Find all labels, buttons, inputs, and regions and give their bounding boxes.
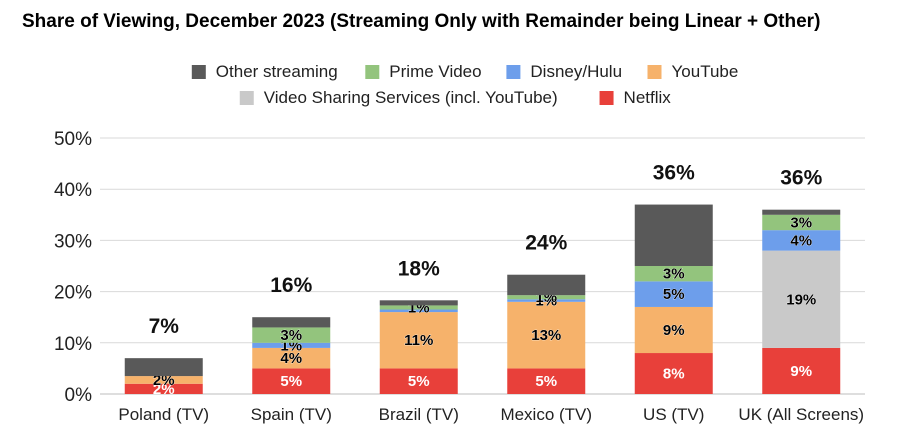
legend-swatch-youtube: [647, 65, 662, 79]
data-label: 3%: [663, 266, 685, 283]
legend: Other streaming Prime Video Disney/Hulu You…: [191, 62, 739, 107]
bar-segment-other-streaming: [124, 358, 203, 377]
bar-segment-netflix: [252, 368, 331, 394]
data-label: 19%: [786, 291, 816, 308]
legend-label-youtube: YouTube: [672, 62, 739, 81]
chart-title: Share of Viewing, December 2023 (Streami…: [22, 11, 820, 32]
bar-segment-other-streaming: [507, 274, 586, 296]
data-label: 5%: [280, 373, 302, 390]
bar-segment-youtube: [252, 347, 331, 369]
x-tick-label: UK (All Screens): [738, 405, 864, 424]
bar-segment-disney-hulu: [634, 281, 713, 307]
bar-segment-youtube: [634, 306, 713, 354]
bar-segment-video-sharing-services-incl-youtube: [762, 250, 841, 348]
bar-segment-prime-video: [762, 214, 841, 231]
bar-segment-other-streaming: [762, 209, 841, 215]
bar-segment-prime-video: [634, 266, 713, 282]
data-label: 5%: [663, 286, 685, 303]
data-label: 4%: [790, 232, 812, 249]
legend-swatch-other-streaming: [191, 65, 206, 79]
data-label: 9%: [663, 322, 685, 339]
bar-total-label: 16%: [270, 274, 312, 297]
data-label: 5%: [535, 373, 557, 390]
bar-total-label: 7%: [149, 315, 180, 338]
bar-segment-youtube: [507, 301, 586, 369]
legend-swatch-prime-video: [365, 65, 380, 79]
legend-label-other-streaming: Other streaming: [216, 62, 338, 81]
legend-swatch-video-sharing-services-incl-youtube: [239, 91, 254, 105]
bar-total-label: 24%: [525, 232, 567, 255]
bar-segment-disney-hulu: [252, 342, 331, 348]
bar-segment-netflix: [507, 368, 586, 394]
x-tick-label: Spain (TV): [251, 405, 332, 424]
data-label: 4%: [280, 350, 302, 367]
bars: 2%2%7%5%4%1%3%16%5%11%1%18%5%13%1%1%24%8…: [124, 162, 841, 398]
y-tick-label: 30%: [54, 231, 92, 252]
data-label: 3%: [280, 327, 302, 344]
data-label: 9%: [790, 363, 812, 380]
data-label: 3%: [790, 214, 812, 231]
bar-segment-other-streaming: [634, 204, 713, 266]
bar-total-label: 18%: [398, 257, 440, 280]
bar-segment-disney-hulu: [507, 299, 586, 302]
bar-segment-netflix: [634, 353, 713, 394]
x-tick-label: Poland (TV): [118, 405, 209, 424]
bar-segment-other-streaming: [252, 317, 331, 328]
legend-swatch-netflix: [599, 91, 614, 105]
bar-segment-netflix: [762, 347, 841, 394]
bar-total-label: 36%: [653, 162, 695, 185]
legend-label-video-sharing-services-incl-youtube: Video Sharing Services (incl. YouTube): [264, 88, 558, 107]
gridlines: [100, 137, 865, 395]
bar-segment-prime-video: [379, 305, 458, 310]
bar-segment-prime-video: [507, 295, 586, 300]
data-label: 5%: [408, 373, 430, 390]
data-label: 2%: [153, 381, 175, 398]
legend-label-disney-hulu: Disney/Hulu: [530, 62, 622, 81]
bar-segment-youtube: [124, 376, 203, 384]
x-tick-label: Brazil (TV): [379, 405, 459, 424]
y-axis: 0% 10% 20% 30% 40% 50%: [54, 129, 92, 406]
data-label: 13%: [531, 327, 561, 344]
data-label: 11%: [404, 332, 433, 349]
legend-label-prime-video: Prime Video: [389, 62, 481, 81]
y-tick-label: 50%: [54, 129, 92, 150]
legend-swatch-disney-hulu: [506, 65, 521, 79]
x-tick-label: Mexico (TV): [500, 405, 592, 424]
y-tick-label: 40%: [54, 180, 92, 201]
y-tick-label: 0%: [65, 385, 93, 406]
bar-segment-youtube: [379, 312, 458, 369]
y-tick-label: 10%: [54, 334, 92, 355]
bar-segment-netflix: [379, 368, 458, 394]
x-axis: Poland (TV) Spain (TV) Brazil (TV) Mexico (…: [118, 405, 864, 424]
bar-segment-netflix: [124, 383, 203, 394]
bar-segment-prime-video: [252, 327, 331, 343]
data-label: 8%: [663, 366, 685, 383]
y-tick-label: 20%: [54, 283, 92, 304]
bar-segment-disney-hulu: [379, 309, 458, 313]
legend-label-netflix: Netflix: [624, 88, 672, 107]
x-tick-label: US (TV): [643, 405, 704, 424]
bar-segment-other-streaming: [379, 300, 458, 306]
bar-total-label: 36%: [780, 167, 822, 190]
bar-segment-disney-hulu: [762, 230, 841, 251]
